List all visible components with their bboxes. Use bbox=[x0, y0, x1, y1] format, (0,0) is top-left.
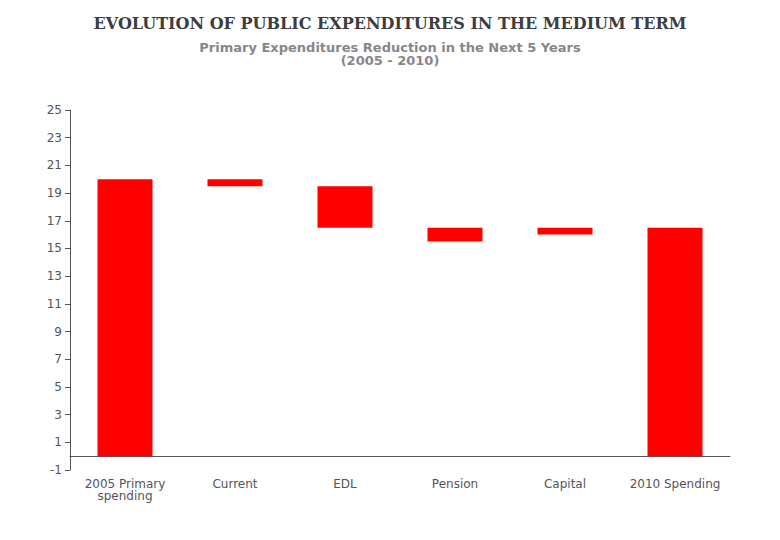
svg-text:7: 7 bbox=[54, 352, 62, 366]
svg-text:EDL: EDL bbox=[333, 477, 357, 491]
svg-text:Primary Expenditures Reduction: Primary Expenditures Reduction in the Ne… bbox=[199, 40, 581, 55]
svg-text:(2005 - 2010): (2005 - 2010) bbox=[341, 53, 440, 68]
svg-text:11: 11 bbox=[47, 297, 62, 311]
svg-text:25: 25 bbox=[47, 103, 62, 117]
svg-text:15: 15 bbox=[47, 241, 62, 255]
svg-text:1: 1 bbox=[54, 435, 62, 449]
svg-text:21: 21 bbox=[47, 158, 62, 172]
svg-text:Pension: Pension bbox=[432, 477, 478, 491]
svg-text:Current: Current bbox=[212, 477, 257, 491]
svg-text:2005 Primary: 2005 Primary bbox=[84, 477, 166, 491]
svg-text:-1: -1 bbox=[50, 463, 62, 477]
svg-text:2010 Spending: 2010 Spending bbox=[630, 477, 721, 491]
svg-text:3: 3 bbox=[54, 408, 62, 422]
svg-text:9: 9 bbox=[54, 325, 62, 339]
svg-text:spending: spending bbox=[97, 489, 152, 503]
svg-text:5: 5 bbox=[54, 380, 62, 394]
svg-text:Capital: Capital bbox=[544, 477, 586, 491]
svg-text:EVOLUTION OF PUBLIC EXPENDITUR: EVOLUTION OF PUBLIC EXPENDITURES IN THE … bbox=[94, 14, 687, 33]
svg-text:23: 23 bbox=[47, 131, 62, 145]
svg-text:19: 19 bbox=[47, 186, 62, 200]
svg-text:17: 17 bbox=[47, 214, 62, 228]
svg-text:13: 13 bbox=[47, 269, 62, 283]
